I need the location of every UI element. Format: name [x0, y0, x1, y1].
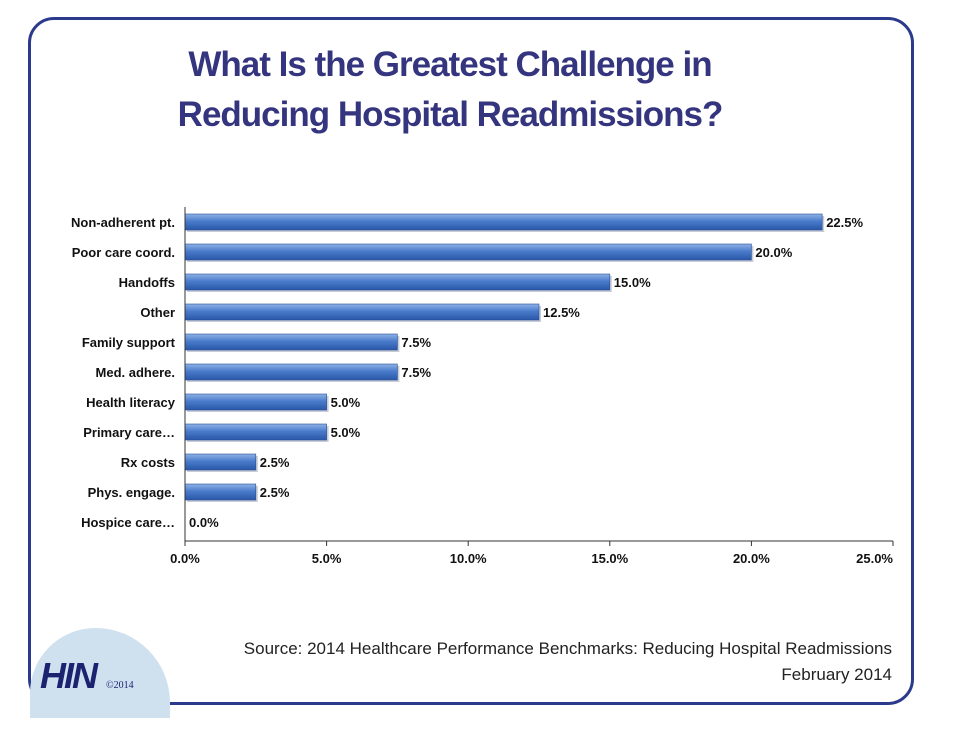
bar	[184, 213, 823, 231]
category-label: Poor care coord.	[72, 245, 175, 260]
bar	[184, 423, 327, 441]
chart-title: What Is the Greatest Challenge in Reduci…	[0, 40, 900, 140]
x-tick-label: 0.0%	[170, 551, 200, 566]
category-label: Non-adherent pt.	[71, 215, 175, 230]
category-label: Med. adhere.	[96, 365, 175, 380]
chart-title-line-1: What Is the Greatest Challenge in	[188, 45, 712, 84]
category-label: Rx costs	[121, 455, 175, 470]
category-label: Primary care…	[83, 425, 175, 440]
value-label: 7.5%	[401, 335, 431, 350]
category-label: Family support	[82, 335, 176, 350]
value-label: 5.0%	[331, 425, 361, 440]
source-line-1: Source: 2014 Healthcare Performance Benc…	[243, 639, 892, 658]
x-tick-label: 20.0%	[733, 551, 770, 566]
source-date: February 2014	[781, 665, 892, 684]
source-note: Source: 2014 Healthcare Performance Benc…	[244, 636, 892, 688]
x-tick-label: 10.0%	[450, 551, 487, 566]
value-label: 7.5%	[401, 365, 431, 380]
value-label: 2.5%	[260, 455, 290, 470]
value-label: 22.5%	[826, 215, 863, 230]
bar	[184, 273, 611, 291]
bar	[184, 453, 257, 471]
logo-copyright: ©2014	[106, 680, 134, 691]
category-label: Phys. engage.	[88, 485, 175, 500]
logo: HIN	[40, 655, 98, 696]
bar	[184, 303, 540, 321]
value-label: 2.5%	[260, 485, 290, 500]
chart-card	[28, 17, 914, 705]
bar-chart: Non-adherent pt. 22.5% Poor care coord. 20.…	[71, 207, 894, 566]
category-label: Health literacy	[86, 395, 176, 410]
category-label: Hospice care…	[81, 515, 175, 530]
bar	[184, 363, 398, 381]
x-tick-label: 15.0%	[591, 551, 628, 566]
chart-title-line-2: Reducing Hospital Readmissions?	[177, 95, 724, 134]
bar	[184, 243, 752, 261]
x-tick-label: 5.0%	[312, 551, 342, 566]
value-label: 5.0%	[331, 395, 361, 410]
x-axis: 0.0% 5.0% 10.0% 15.0% 20.0% 25.0%	[170, 207, 894, 566]
bar	[184, 333, 398, 351]
x-tick-label: 25.0%	[856, 551, 893, 566]
bar	[184, 393, 327, 411]
category-label: Handoffs	[119, 275, 175, 290]
value-label: 0.0%	[189, 515, 219, 530]
value-label: 12.5%	[543, 305, 580, 320]
category-label: Other	[140, 305, 175, 320]
bars-layer: Non-adherent pt. 22.5% Poor care coord. 20.…	[71, 213, 864, 530]
value-label: 20.0%	[755, 245, 792, 260]
value-label: 15.0%	[614, 275, 651, 290]
bar	[184, 483, 257, 501]
